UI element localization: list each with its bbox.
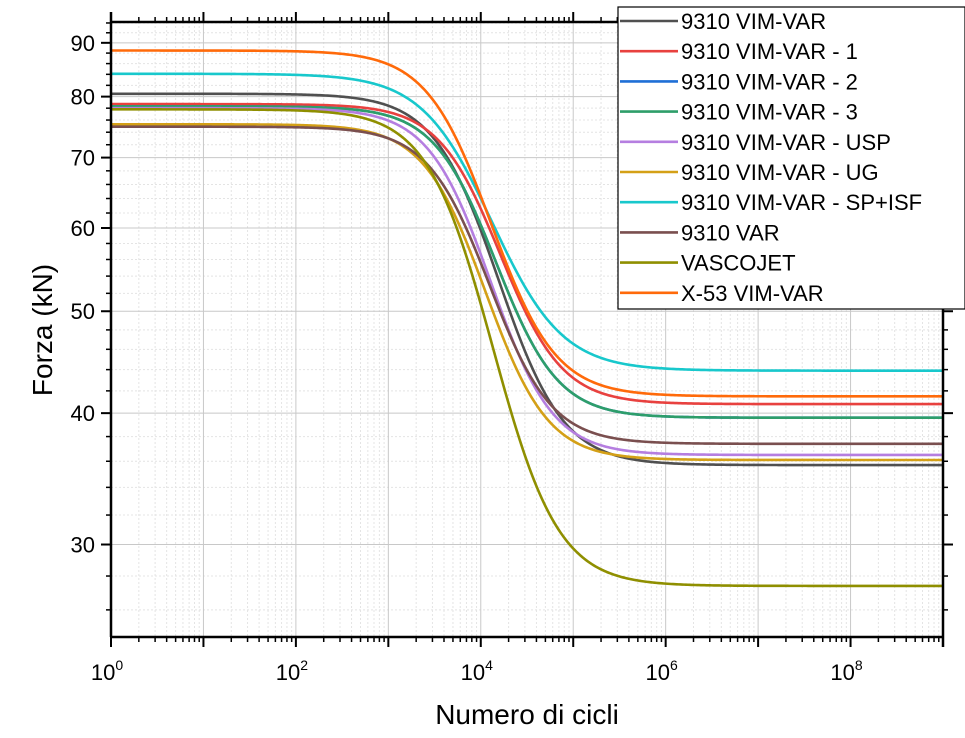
series-line-vascojet [111,108,943,588]
x-axis-title: Numero di cicli [435,699,619,730]
y-tick-label: 40 [71,401,95,426]
legend-label: 9310 VIM-VAR - UG [681,160,879,185]
legend-box [617,6,965,310]
legend-item: 9310 VIM-VAR [620,9,826,34]
legend-item: 9310 VIM-VAR - SP+ISF [620,190,922,215]
x-tick-labels: 100 102 104 106 108 [91,657,863,685]
x-tick-exponent: 6 [670,657,678,673]
x-tick-label: 106 [646,657,678,685]
legend-label: 9310 VAR [681,220,780,245]
x-tick-exponent: 4 [485,657,493,673]
y-tick-label: 70 [71,146,95,171]
x-tick-label: 102 [276,657,308,685]
x-tick-base: 10 [646,660,670,685]
legend: 9310 VIM-VAR 9310 VIM-VAR - 1 9310 VIM-VAR… [617,6,965,310]
series-line-9310-vim-var [111,92,943,467]
x-tick-base: 10 [91,660,115,685]
legend-item: 9310 VAR [620,220,780,245]
series-line-x-53-vim-var [111,49,943,398]
legend-label: VASCOJET [681,251,796,276]
x-tick-exponent: 2 [300,657,308,673]
y-axis-title: Forza (kN) [27,264,58,396]
series-line-9310-vim-var-sp-isf [111,72,943,372]
legend-label: 9310 VIM-VAR - 2 [681,69,858,94]
legend-item: 9310 VIM-VAR - UG [620,160,879,185]
legend-item: X-53 VIM-VAR [620,281,824,306]
legend-label: 9310 VIM-VAR - 3 [681,100,858,125]
legend-item: 9310 VIM-VAR - 1 [620,39,858,64]
y-tick-label: 60 [71,216,95,241]
legend-item: VASCOJET [620,251,796,276]
y-tick-label: 80 [71,85,95,110]
legend-item: 9310 VIM-VAR - 2 [620,69,858,94]
series-lines [111,49,943,588]
x-tick-base: 10 [461,660,485,685]
x-tick-exponent: 0 [115,657,123,673]
legend-label: 9310 VIM-VAR - 1 [681,39,858,64]
y-tick-labels: 30 40 50 60 70 80 90 [71,31,95,558]
legend-item: 9310 VIM-VAR - 3 [620,100,858,125]
legend-label: 9310 VIM-VAR - SP+ISF [681,190,922,215]
series-line-9310-var [111,125,943,446]
x-tick-exponent: 8 [855,657,863,673]
series-line-9310-vim-var-3 [111,105,943,420]
legend-label: 9310 VIM-VAR [681,9,826,34]
x-tick-label: 104 [461,657,493,685]
legend-item: 9310 VIM-VAR - USP [620,130,891,155]
x-tick-base: 10 [276,660,300,685]
y-tick-label: 50 [71,299,95,324]
x-tick-label: 100 [91,657,123,685]
series-line-9310-vim-var-ug [111,122,943,462]
legend-label: X-53 VIM-VAR [681,281,824,306]
series-line-9310-vim-var-1 [111,102,943,406]
y-tick-label: 30 [71,533,95,558]
x-tick-label: 108 [830,657,862,685]
legend-label: 9310 VIM-VAR - USP [681,130,891,155]
y-tick-label: 90 [71,31,95,56]
x-tick-base: 10 [830,660,854,685]
